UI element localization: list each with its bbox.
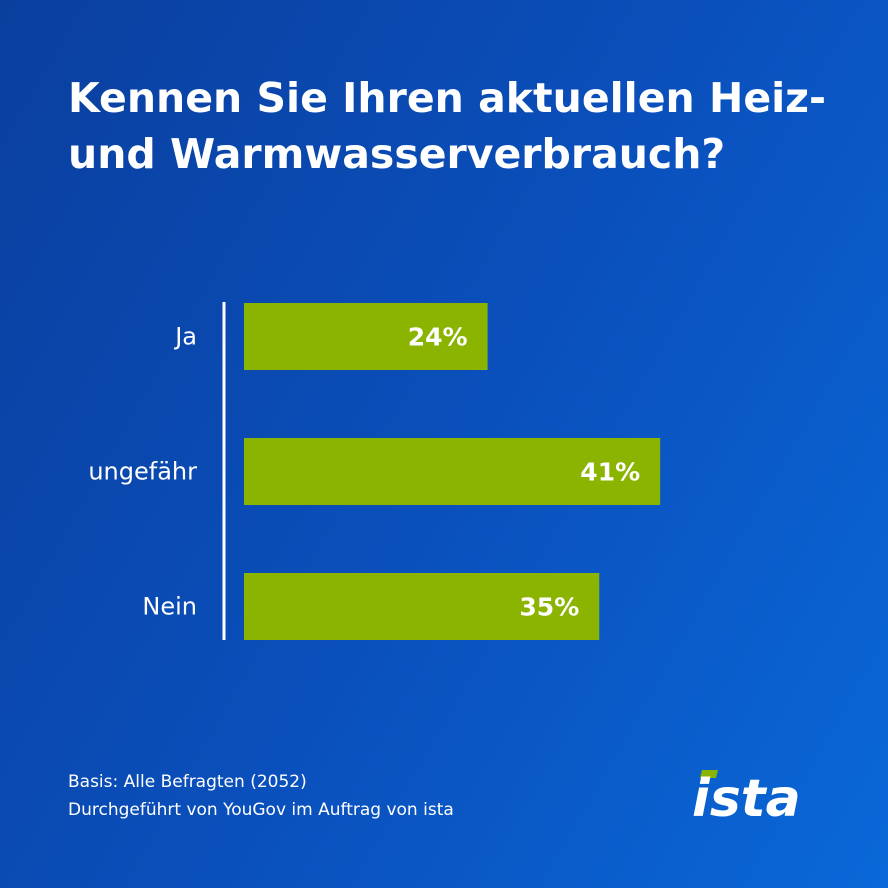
title-line-1: Kennen Sie Ihren aktuellen Heiz- — [68, 74, 827, 122]
ista-logo: ista — [692, 769, 801, 822]
value-label-nein: 35% — [519, 593, 579, 622]
category-label-nein: Nein — [142, 593, 197, 621]
bar-ja — [244, 303, 488, 370]
title-line-2: und Warmwasserverbrauch? — [68, 130, 726, 178]
footer-note: Basis: Alle Befragten (2052) Durchgeführ… — [68, 768, 454, 824]
chart-title: Kennen Sie Ihren aktuellen Heiz- und War… — [68, 70, 848, 182]
value-label-ja: 24% — [408, 323, 468, 352]
svg-text:ista: ista — [692, 769, 801, 822]
category-label-ja: Ja — [173, 323, 197, 351]
value-label-ungefähr: 41% — [580, 458, 640, 487]
bar-ungefähr — [244, 438, 661, 505]
source-text: Durchgeführt von YouGov im Auftrag von i… — [68, 800, 454, 820]
bar-nein — [244, 573, 600, 640]
basis-text: Basis: Alle Befragten (2052) — [68, 772, 307, 792]
category-label-ungefähr: ungefähr — [88, 458, 197, 486]
